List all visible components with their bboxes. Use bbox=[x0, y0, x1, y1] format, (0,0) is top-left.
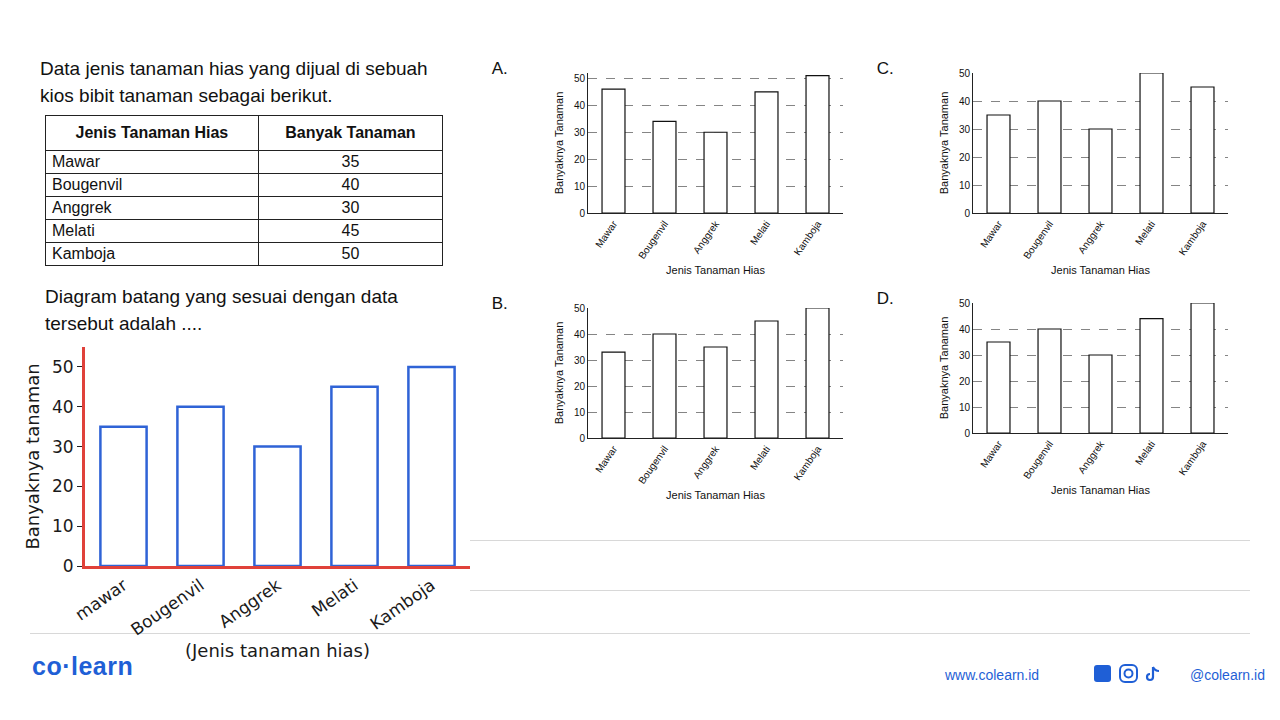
svg-text:Mawar: Mawar bbox=[978, 438, 1005, 469]
svg-text:Banyaknya Tanaman: Banyaknya Tanaman bbox=[938, 92, 950, 195]
svg-text:Kamboja: Kamboja bbox=[1177, 438, 1209, 477]
html-text:Mawar: Mawar bbox=[52, 153, 100, 170]
svg-text:Mawar: Mawar bbox=[593, 443, 620, 474]
svg-text:Mawar: Mawar bbox=[978, 218, 1005, 249]
svg-text:20: 20 bbox=[574, 154, 586, 165]
svg-text:20: 20 bbox=[959, 376, 971, 387]
svg-text:Anggrek: Anggrek bbox=[215, 575, 285, 632]
svg-text:20: 20 bbox=[959, 152, 971, 163]
svg-text:Anggrek: Anggrek bbox=[1076, 438, 1107, 476]
html-text:Melati: Melati bbox=[52, 222, 95, 239]
svg-text:Melati: Melati bbox=[748, 444, 772, 472]
svg-text:50: 50 bbox=[959, 298, 971, 309]
svg-text:Kamboja: Kamboja bbox=[792, 443, 824, 482]
svg-text:10: 10 bbox=[959, 180, 971, 191]
html-text:Bougenvil: Bougenvil bbox=[52, 176, 123, 193]
html-text:30: 30 bbox=[341, 199, 360, 216]
html-text:@colearn.id: @colearn.id bbox=[1190, 667, 1265, 683]
html-text:Kamboja: Kamboja bbox=[52, 245, 116, 262]
svg-text:30: 30 bbox=[574, 127, 586, 138]
svg-text:10: 10 bbox=[52, 516, 74, 536]
svg-text:Bougenvil: Bougenvil bbox=[636, 219, 670, 261]
svg-text:Banyaknya Tanaman: Banyaknya Tanaman bbox=[553, 322, 565, 425]
svg-text:0: 0 bbox=[964, 428, 970, 439]
svg-text:(Jenis tanaman hias): (Jenis tanaman hias) bbox=[185, 640, 370, 661]
html-text:45: 45 bbox=[341, 222, 360, 239]
svg-text:Kamboja: Kamboja bbox=[366, 575, 438, 634]
svg-text:Jenis Tanaman Hias: Jenis Tanaman Hias bbox=[1051, 264, 1150, 276]
svg-text:20: 20 bbox=[52, 476, 74, 496]
svg-text:Banyaknya Tanaman: Banyaknya Tanaman bbox=[938, 317, 950, 420]
svg-text:0: 0 bbox=[964, 208, 970, 219]
svg-text:A.: A. bbox=[492, 59, 508, 78]
svg-text:Bougenvil: Bougenvil bbox=[636, 444, 670, 486]
svg-text:B.: B. bbox=[492, 294, 508, 313]
html-text:co·learn: co·learn bbox=[32, 652, 134, 680]
html-text:50: 50 bbox=[341, 245, 360, 262]
svg-text:Jenis Tanaman Hias: Jenis Tanaman Hias bbox=[1051, 484, 1150, 496]
svg-text:40: 40 bbox=[52, 397, 74, 417]
svg-text:30: 30 bbox=[52, 437, 74, 457]
html-text:40: 40 bbox=[341, 176, 360, 193]
html-text:Data jenis tanaman hias yang d: Data jenis tanaman hias yang dijual di s… bbox=[40, 58, 428, 106]
svg-text:10: 10 bbox=[574, 407, 586, 418]
svg-text:50: 50 bbox=[52, 357, 74, 377]
svg-text:50: 50 bbox=[574, 73, 586, 84]
svg-text:Anggrek: Anggrek bbox=[691, 443, 722, 481]
html-text:35: 35 bbox=[341, 153, 360, 170]
svg-text:50: 50 bbox=[574, 303, 586, 314]
svg-text:10: 10 bbox=[574, 181, 586, 192]
svg-text:Melati: Melati bbox=[1133, 439, 1157, 467]
svg-text:Banyaknya tanaman: Banyaknya tanaman bbox=[22, 363, 43, 549]
svg-text:50: 50 bbox=[959, 68, 971, 79]
html-text:Jenis Tanaman Hias: Jenis Tanaman Hias bbox=[75, 124, 229, 141]
svg-text:Bougenvil: Bougenvil bbox=[1021, 219, 1055, 261]
svg-text:Melati: Melati bbox=[1133, 219, 1157, 247]
svg-text:40: 40 bbox=[959, 96, 971, 107]
html-text:Anggrek: Anggrek bbox=[52, 199, 112, 216]
svg-text:40: 40 bbox=[574, 329, 586, 340]
svg-text:Bougenvil: Bougenvil bbox=[1021, 439, 1055, 481]
svg-text:0: 0 bbox=[63, 556, 74, 576]
svg-text:Kamboja: Kamboja bbox=[792, 218, 824, 257]
svg-text:10: 10 bbox=[959, 402, 971, 413]
svg-text:Melati: Melati bbox=[308, 575, 362, 621]
svg-text:Melati: Melati bbox=[748, 219, 772, 247]
svg-text:40: 40 bbox=[959, 324, 971, 335]
svg-text:20: 20 bbox=[574, 381, 586, 392]
svg-text:30: 30 bbox=[959, 350, 971, 361]
svg-text:Kamboja: Kamboja bbox=[1177, 218, 1209, 257]
svg-text:0: 0 bbox=[579, 433, 585, 444]
html-text:Diagram batang yang sesuai den: Diagram batang yang sesuai dengan data t… bbox=[45, 286, 398, 334]
svg-text:30: 30 bbox=[959, 124, 971, 135]
svg-text:40: 40 bbox=[574, 100, 586, 111]
svg-text:C.: C. bbox=[877, 59, 894, 78]
svg-text:Bougenvil: Bougenvil bbox=[127, 575, 208, 640]
html-text:www.colearn.id: www.colearn.id bbox=[945, 667, 1040, 683]
svg-text:Banyaknya Tanaman: Banyaknya Tanaman bbox=[553, 92, 565, 195]
svg-text:Jenis Tanaman Hias: Jenis Tanaman Hias bbox=[666, 489, 765, 501]
svg-text:mawar: mawar bbox=[71, 575, 130, 625]
svg-text:0: 0 bbox=[579, 208, 585, 219]
svg-text:D.: D. bbox=[877, 289, 894, 308]
svg-text:Mawar: Mawar bbox=[593, 218, 620, 249]
svg-text:Anggrek: Anggrek bbox=[1076, 218, 1107, 256]
svg-text:Jenis Tanaman Hias: Jenis Tanaman Hias bbox=[666, 264, 765, 276]
svg-text:Anggrek: Anggrek bbox=[691, 218, 722, 256]
html-text:Banyak Tanaman: Banyak Tanaman bbox=[285, 124, 416, 141]
svg-text:30: 30 bbox=[574, 355, 586, 366]
